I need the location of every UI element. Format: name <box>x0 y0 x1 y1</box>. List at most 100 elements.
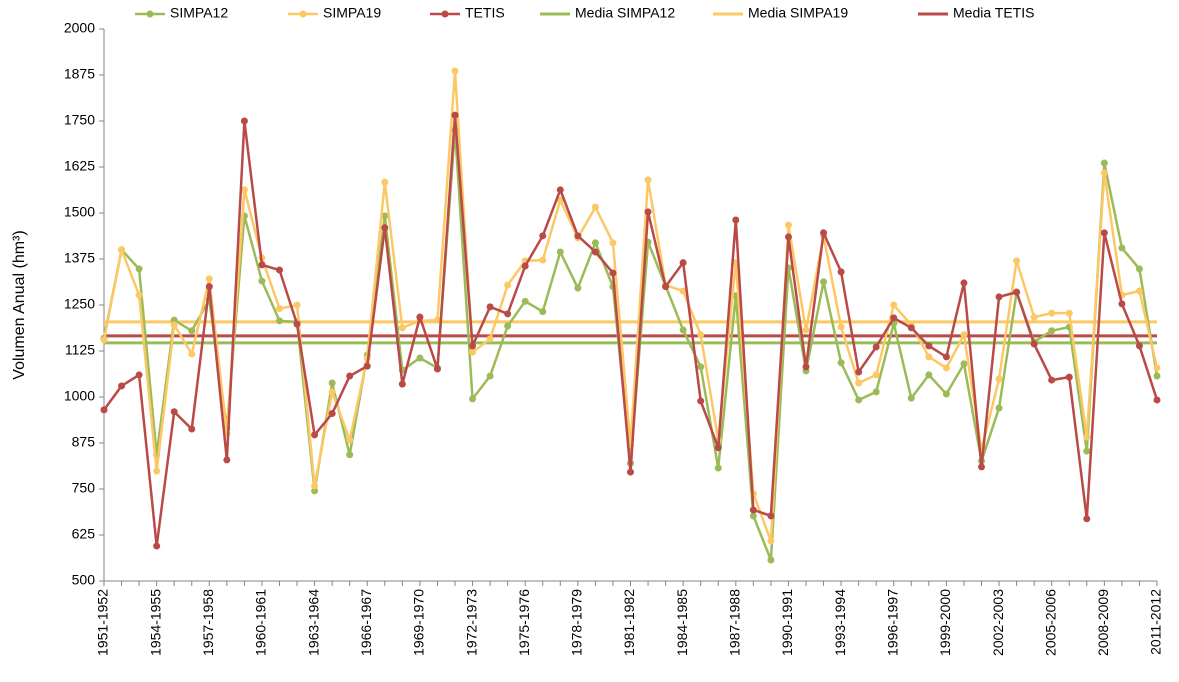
point <box>1083 515 1091 523</box>
point <box>820 229 828 237</box>
point <box>451 67 459 75</box>
point <box>960 360 968 368</box>
x-tick-label: 1963-1964 <box>305 589 321 656</box>
y-tick-label: 1500 <box>64 204 95 220</box>
point <box>170 316 178 324</box>
point <box>679 326 687 334</box>
point <box>328 410 336 418</box>
point <box>697 331 705 339</box>
point <box>398 380 406 388</box>
point <box>188 425 196 433</box>
point <box>732 216 740 224</box>
point <box>609 269 617 277</box>
legend-marker <box>146 10 154 18</box>
point <box>188 350 196 358</box>
point <box>556 186 564 194</box>
point <box>1100 169 1108 177</box>
point <box>1013 288 1021 296</box>
point <box>872 343 880 351</box>
legend-label: Media TETIS <box>953 5 1034 21</box>
point <box>627 468 634 476</box>
point <box>381 178 389 186</box>
point <box>521 297 529 305</box>
point <box>433 316 441 324</box>
point <box>609 239 617 247</box>
point <box>907 324 915 332</box>
point <box>118 246 126 254</box>
point <box>398 324 406 332</box>
point <box>1153 372 1161 380</box>
point <box>346 436 354 444</box>
point <box>328 388 336 396</box>
point <box>837 323 845 331</box>
point <box>1118 300 1126 308</box>
point <box>223 456 231 464</box>
point <box>591 203 599 211</box>
point <box>293 320 301 328</box>
point <box>469 348 477 356</box>
point <box>574 284 582 292</box>
point <box>890 301 898 309</box>
point <box>767 512 775 520</box>
point <box>363 362 371 370</box>
point <box>960 331 968 339</box>
point <box>942 390 950 398</box>
x-tick-label: 2002-2003 <box>990 589 1006 656</box>
point <box>433 365 441 373</box>
point <box>1100 229 1108 237</box>
point <box>170 408 178 416</box>
point <box>1083 433 1091 441</box>
y-tick-label: 875 <box>72 434 96 450</box>
point <box>837 359 845 367</box>
point <box>521 262 529 270</box>
point <box>855 379 863 387</box>
point <box>1048 309 1056 317</box>
point <box>784 221 792 229</box>
point <box>644 208 652 216</box>
point <box>1065 373 1073 381</box>
point <box>293 301 301 309</box>
point <box>995 375 1003 383</box>
legend-marker <box>299 10 307 18</box>
legend-label: SIMPA19 <box>323 5 381 21</box>
point <box>872 371 880 379</box>
legend-label: TETIS <box>465 5 505 21</box>
y-tick-label: 1125 <box>65 342 95 358</box>
series-line <box>102 129 1159 561</box>
point <box>714 464 722 472</box>
y-tick-label: 1625 <box>64 158 95 174</box>
point <box>1135 287 1143 295</box>
point <box>276 317 283 325</box>
y-tick-label: 1750 <box>64 112 95 128</box>
point <box>556 196 564 204</box>
point <box>767 537 775 545</box>
x-tick-label: 1999-2000 <box>937 589 953 656</box>
legend-label: Media SIMPA19 <box>748 5 848 21</box>
y-tick-label: 1000 <box>64 388 95 404</box>
point <box>1153 364 1161 372</box>
point <box>942 364 950 372</box>
point <box>276 305 283 313</box>
legend-marker <box>441 10 449 18</box>
point <box>135 371 143 379</box>
point <box>697 397 705 405</box>
point <box>240 117 248 125</box>
point <box>311 482 319 490</box>
y-tick-label: 500 <box>72 572 96 588</box>
x-tick-label: 1981-1982 <box>621 589 637 656</box>
point <box>1135 342 1143 350</box>
point <box>872 388 880 396</box>
point <box>1013 257 1021 265</box>
point <box>416 354 424 362</box>
point <box>855 396 863 404</box>
point <box>258 277 266 285</box>
point <box>1030 313 1038 321</box>
y-tick-label: 2000 <box>64 20 95 36</box>
point <box>1083 447 1091 455</box>
point <box>258 261 266 269</box>
point <box>1030 340 1038 348</box>
x-tick-label: 2005-2006 <box>1042 589 1058 656</box>
point <box>1048 376 1056 384</box>
point <box>170 321 178 329</box>
point <box>749 506 757 514</box>
